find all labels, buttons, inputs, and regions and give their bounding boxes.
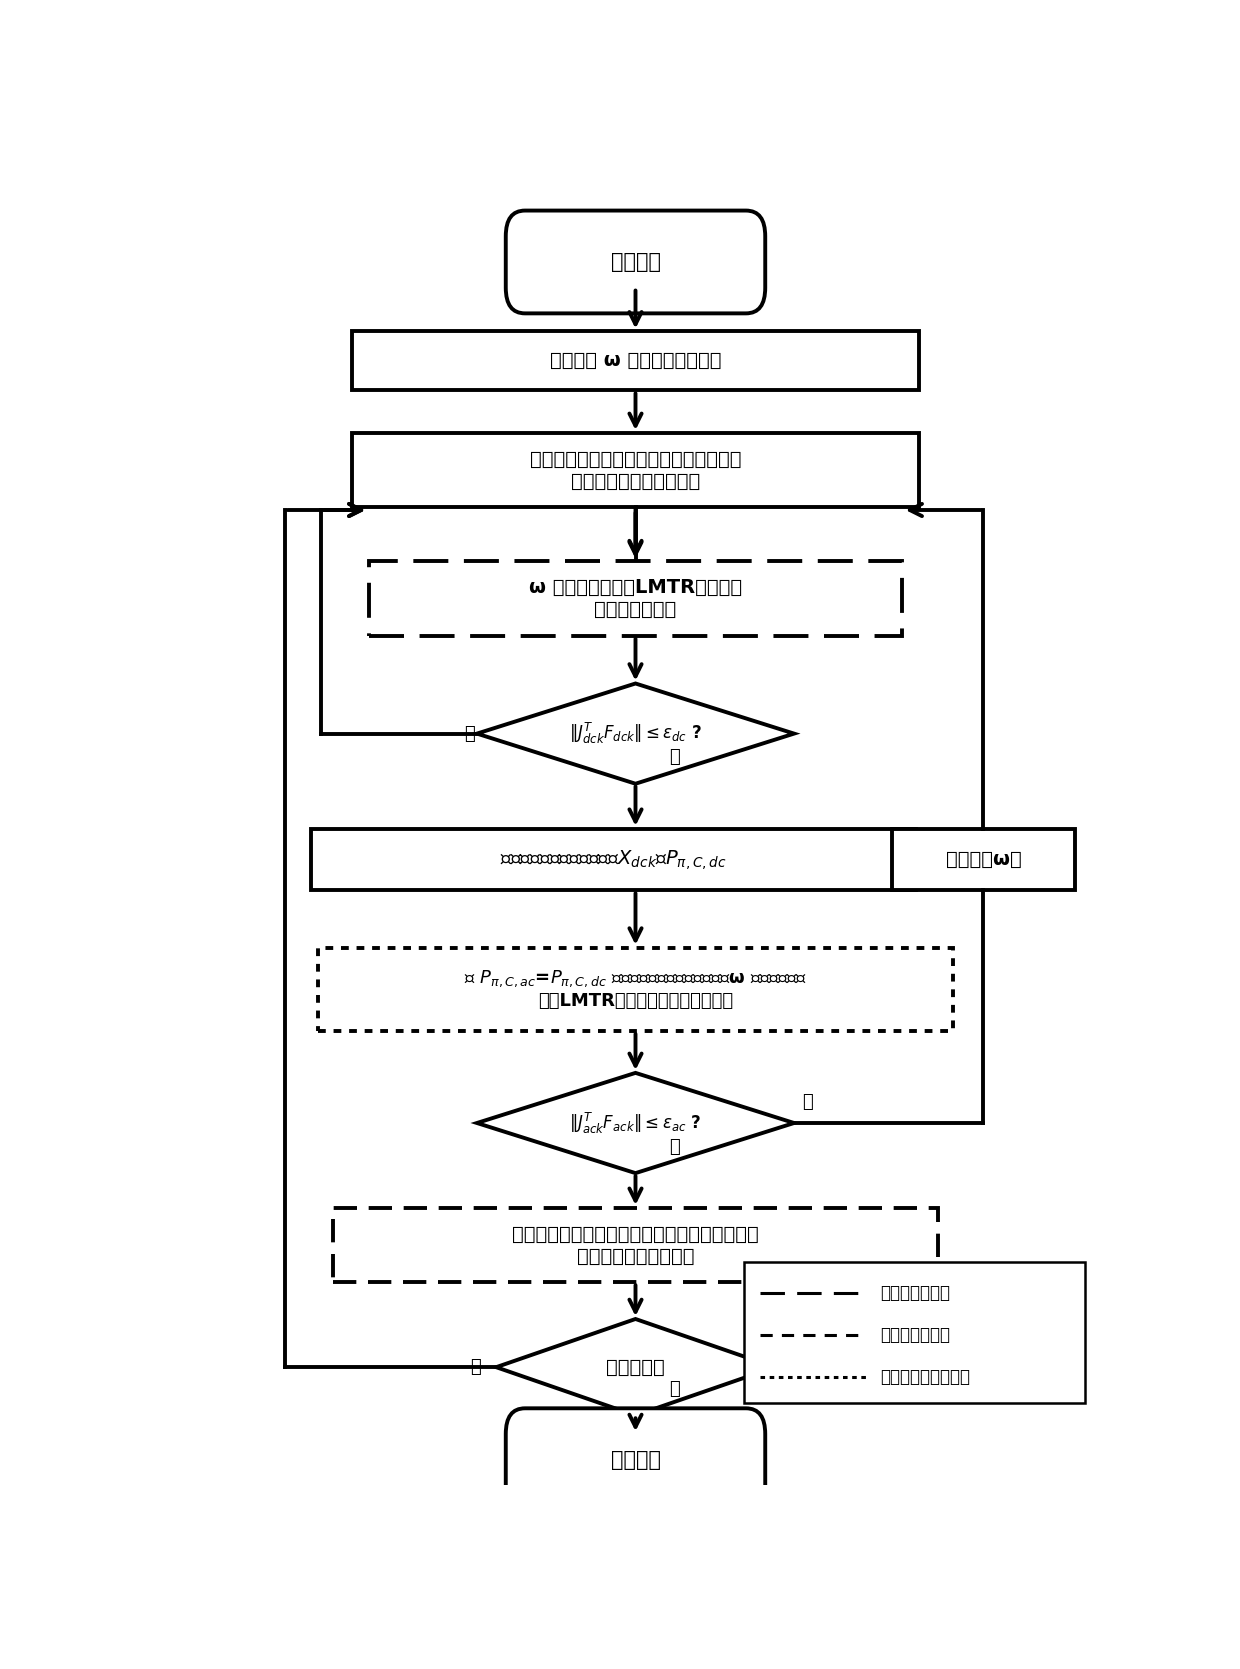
- Text: 更新频率ω值: 更新频率ω值: [946, 850, 1022, 870]
- Bar: [744, 1262, 1085, 1404]
- Text: 是否越界？: 是否越界？: [606, 1357, 665, 1377]
- Text: 交流子系统潮流: 交流子系统潮流: [880, 1327, 951, 1344]
- Text: 改变负荷，采用改进的自适应下垂控制更新交流
分布式电源的下垂系数: 改变负荷，采用改进的自适应下垂控制更新交流 分布式电源的下垂系数: [512, 1225, 759, 1265]
- FancyBboxPatch shape: [506, 1409, 765, 1510]
- Bar: [892, 829, 1075, 890]
- Bar: [352, 332, 919, 391]
- Text: 改进自适应下垂控制: 改进自适应下垂控制: [880, 1369, 971, 1387]
- Text: 获得直流子系统的潮流结果$X_{dck}$和$P_{\pi,C,dc}$: 获得直流子系统的潮流结果$X_{dck}$和$P_{\pi,C,dc}$: [500, 848, 727, 871]
- Text: 否: 否: [464, 724, 475, 743]
- Text: 否: 否: [802, 1093, 812, 1112]
- Text: $\|J_{ack}^T F_{ack}\| \leq \varepsilon_{ac}$ ?: $\|J_{ack}^T F_{ack}\| \leq \varepsilon_…: [569, 1110, 702, 1135]
- Text: 根据所有发电机的容量比设定交流子系统
和直流子系统的下垂系数: 根据所有发电机的容量比设定交流子系统 和直流子系统的下垂系数: [529, 449, 742, 491]
- Bar: [352, 432, 919, 507]
- Bar: [368, 561, 903, 636]
- Bar: [311, 829, 916, 890]
- Text: 直流子系统潮流: 直流子系统潮流: [880, 1283, 951, 1302]
- Text: 输入数据: 输入数据: [610, 252, 661, 272]
- Text: $\|J_{dck}^T F_{dck}\| \leq \varepsilon_{dc}$ ?: $\|J_{dck}^T F_{dck}\| \leq \varepsilon_…: [569, 721, 702, 746]
- Bar: [332, 1208, 939, 1282]
- Polygon shape: [496, 1319, 775, 1415]
- Polygon shape: [477, 684, 794, 784]
- Text: 将 $P_{\pi,C,ac}$=$P_{\pi,C,dc}$ 带入交流子系统的潮流方程，ω 为未知变量，
采用LMTR算法求解交流子系统潮流: 将 $P_{\pi,C,ac}$=$P_{\pi,C,dc}$ 带入交流子系统的…: [464, 968, 807, 1010]
- Text: 是: 是: [670, 748, 680, 766]
- Text: 是: 是: [670, 1138, 680, 1157]
- Text: 输出结果: 输出结果: [610, 1450, 661, 1470]
- Text: 否: 否: [471, 1359, 481, 1377]
- Text: 设置频率 ω 和状态变量的初值: 设置频率 ω 和状态变量的初值: [549, 352, 722, 371]
- Text: 是: 是: [670, 1380, 680, 1399]
- Polygon shape: [477, 1073, 794, 1173]
- Text: ω 是已知量，采用LMTR算法求解
直流子系统潮流: ω 是已知量，采用LMTR算法求解 直流子系统潮流: [529, 577, 742, 619]
- FancyBboxPatch shape: [506, 210, 765, 314]
- Bar: [319, 948, 952, 1031]
